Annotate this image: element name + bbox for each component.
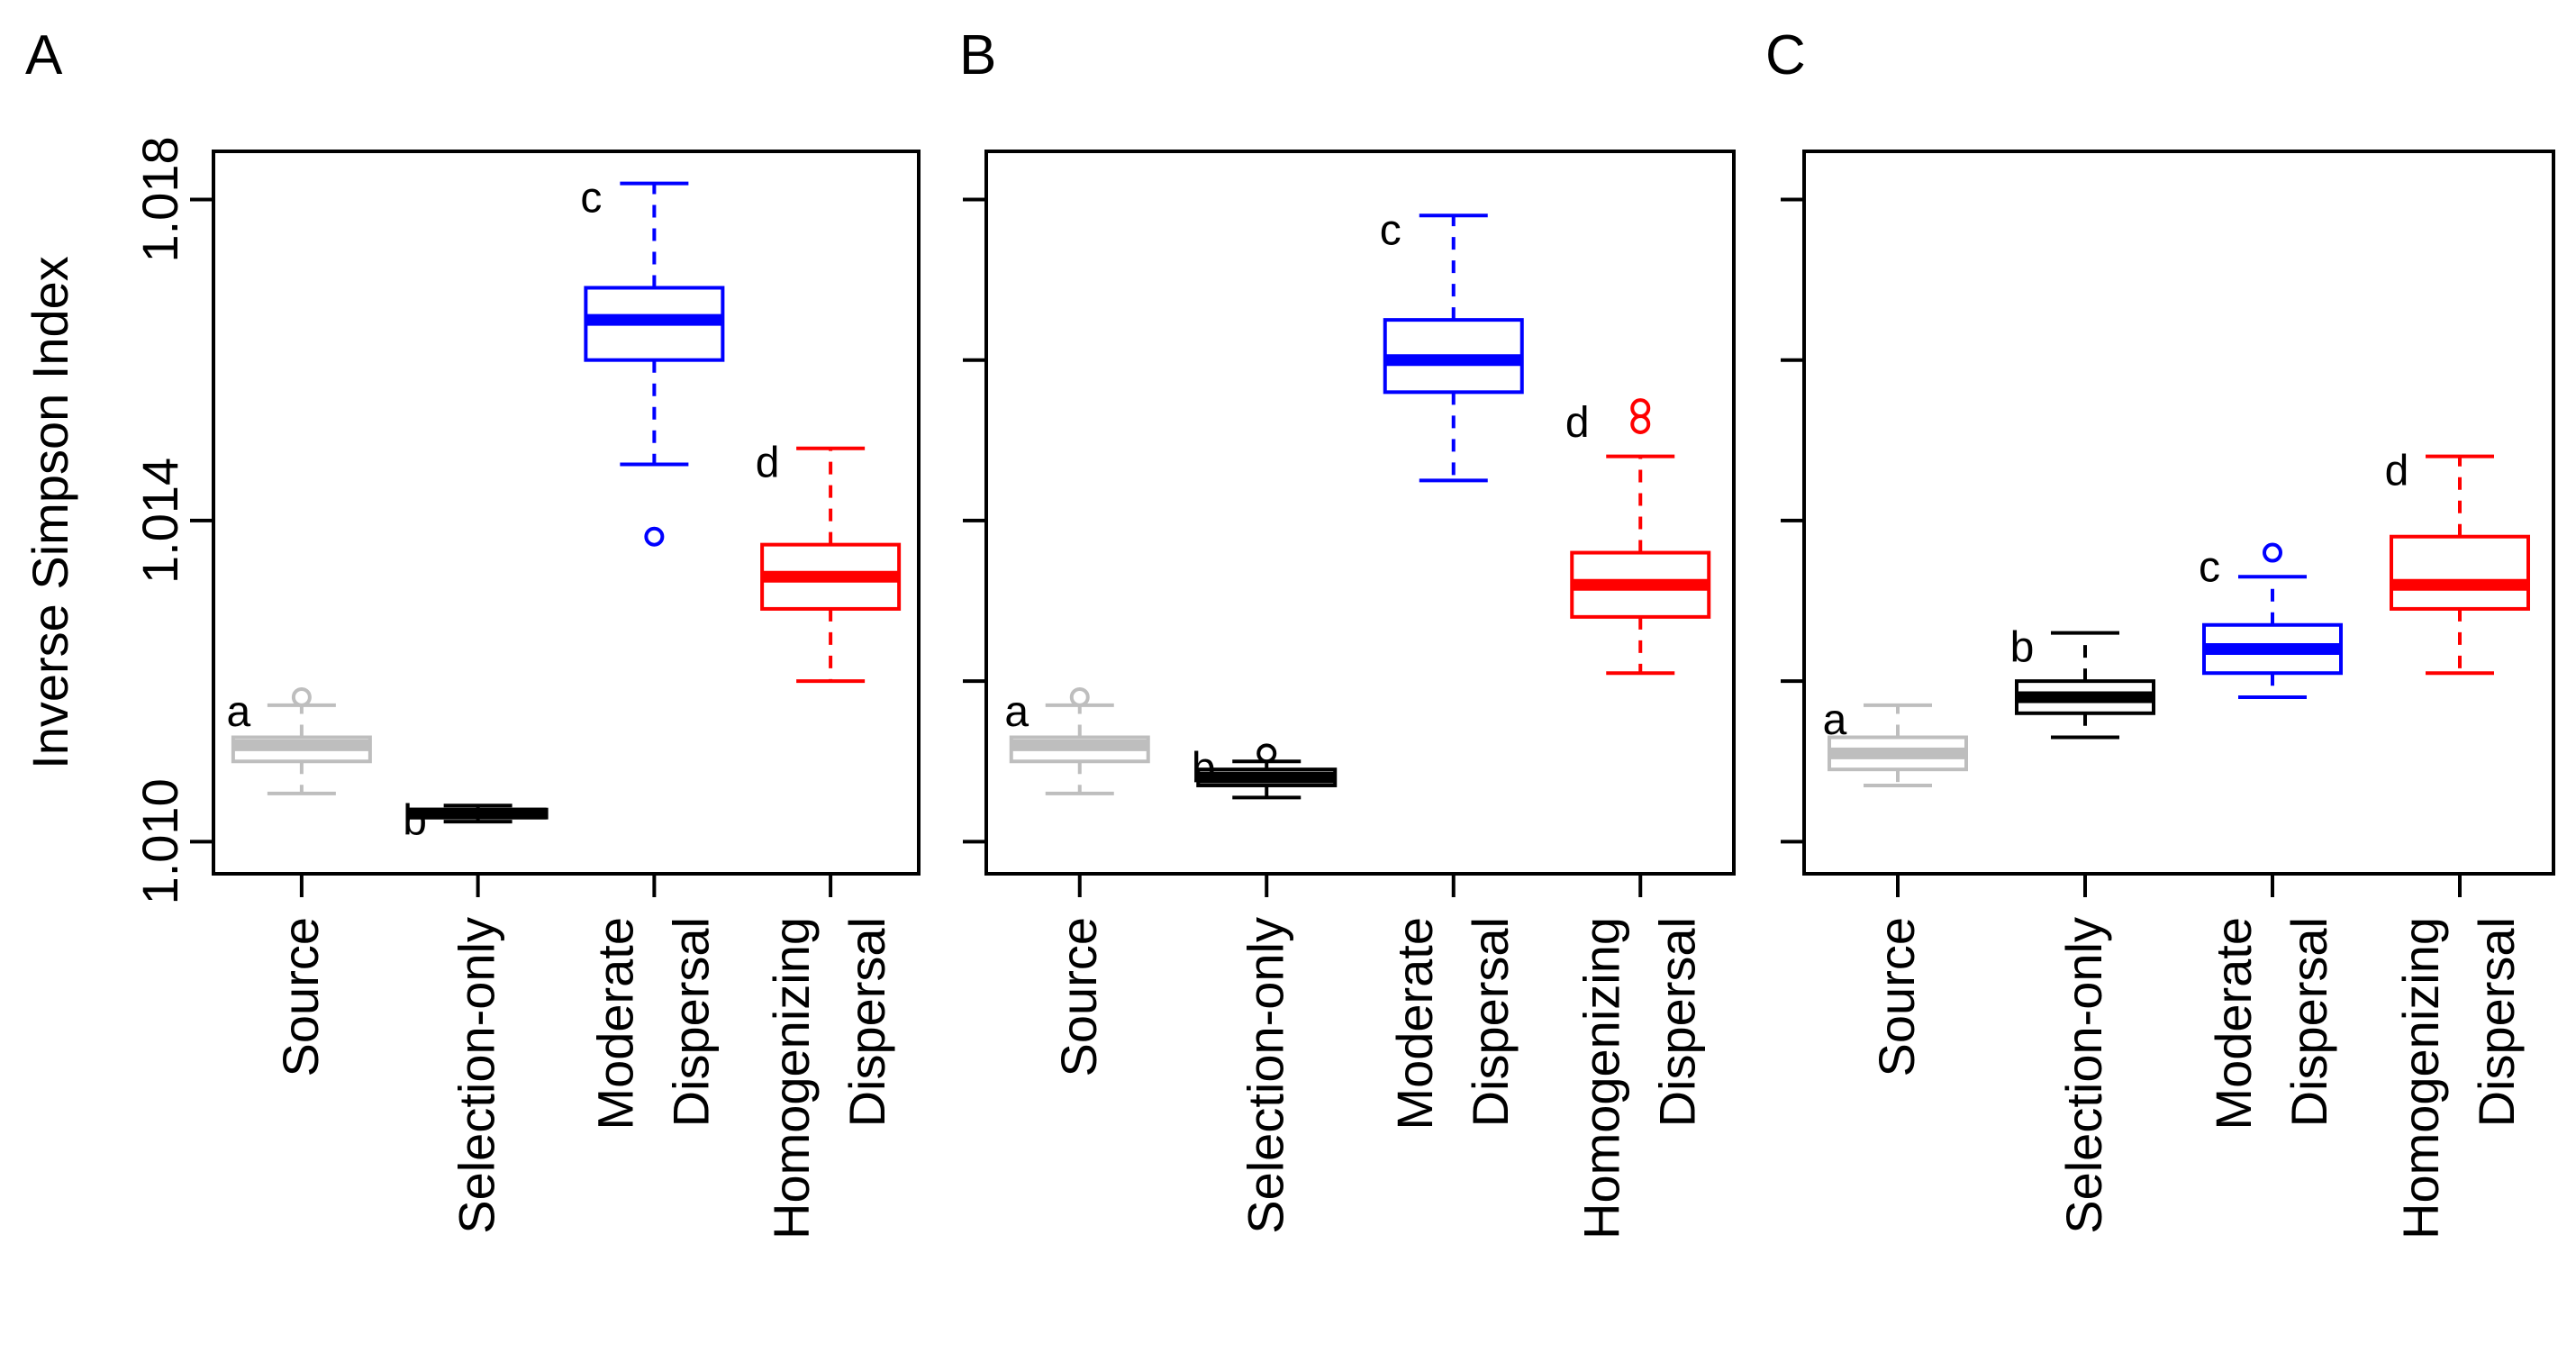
group-letter: b <box>1192 744 1216 792</box>
y-tick-label: 1.010 <box>132 778 188 904</box>
outlier-point <box>1069 686 1090 707</box>
group-letter: d <box>756 440 780 487</box>
box-selection-only: b <box>2010 624 2155 740</box>
group-letter: b <box>403 796 427 844</box>
x-category-label: Moderate <box>1386 917 1443 1130</box>
box-moderate-dispersal: c <box>1380 206 1524 483</box>
box-homogenizing-dispersal: d <box>2385 448 2530 676</box>
x-category-label: Dispersal <box>2468 917 2525 1127</box>
panel-c: C Source Selection-only Moderate Dispersal Ho… <box>1765 24 2555 1239</box>
box-homogenizing-dispersal: d <box>756 440 902 684</box>
group-letter: c <box>580 175 602 222</box>
group-letter: d <box>2385 448 2409 495</box>
x-category-label: Homogenizing <box>763 917 820 1239</box>
outlier-point <box>2263 542 2282 563</box>
x-category-label: Dispersal <box>839 917 895 1127</box>
group-letter: a <box>1823 696 1847 744</box>
panel-label: B <box>959 24 996 86</box>
x-category-label: Moderate <box>586 917 643 1130</box>
y-tick-label: 1.018 <box>132 136 188 262</box>
outlier-point <box>644 526 665 547</box>
box-selection-only: b <box>1192 743 1338 800</box>
x-category-label: Dispersal <box>1462 917 1519 1127</box>
group-letter: c <box>2199 544 2220 592</box>
x-category-label: Dispersal <box>662 917 719 1127</box>
box-moderate-dispersal: c <box>2199 542 2343 699</box>
box-source: a <box>227 686 372 795</box>
x-category-label: Source <box>1868 917 1925 1076</box>
outlier-point <box>1630 413 1651 434</box>
panel-label: A <box>25 24 63 86</box>
x-category-label: Selection-only <box>1237 917 1293 1234</box>
x-category-label: Selection-only <box>2055 917 2112 1234</box>
x-category-label: Source <box>272 917 329 1076</box>
box-homogenizing-dispersal: d <box>1565 398 1711 676</box>
outlier-point <box>1630 398 1651 419</box>
group-letter: d <box>1565 399 1590 447</box>
outlier-point <box>1256 743 1277 764</box>
plot-frame <box>984 150 1736 876</box>
plot-frame <box>1802 150 2555 876</box>
panel-a: A 1.010 1.014 1.018 Inverse Simpson Index Sou… <box>22 24 921 1239</box>
iqr-box <box>2390 534 2530 611</box>
panel-label: C <box>1765 24 1806 86</box>
outlier-point <box>291 686 312 707</box>
group-letter: b <box>2010 624 2035 672</box>
plot-frame <box>212 150 921 876</box>
x-category-label: Source <box>1050 917 1107 1076</box>
x-category-label: Dispersal <box>1648 917 1705 1127</box>
x-category-label: Dispersal <box>2281 917 2337 1127</box>
x-category-label: Selection-only <box>449 917 505 1234</box>
box-selection-only: b <box>403 796 549 844</box>
x-category-label: Homogenizing <box>2392 917 2449 1239</box>
box-source: a <box>1823 696 1968 787</box>
box-source: a <box>1004 686 1150 795</box>
y-tick-label: 1.014 <box>132 458 188 584</box>
panel-b: B Source Selection-only Moderate Dispersal Ho… <box>959 24 1736 1239</box>
y-axis-title: Inverse Simpson Index <box>22 256 78 769</box>
x-category-label: Homogenizing <box>1573 917 1629 1239</box>
box-moderate-dispersal: c <box>580 175 725 547</box>
x-category-label: Moderate <box>2205 917 2262 1130</box>
group-letter: a <box>227 688 251 736</box>
group-letter: a <box>1004 688 1029 736</box>
group-letter: c <box>1380 206 1401 254</box>
